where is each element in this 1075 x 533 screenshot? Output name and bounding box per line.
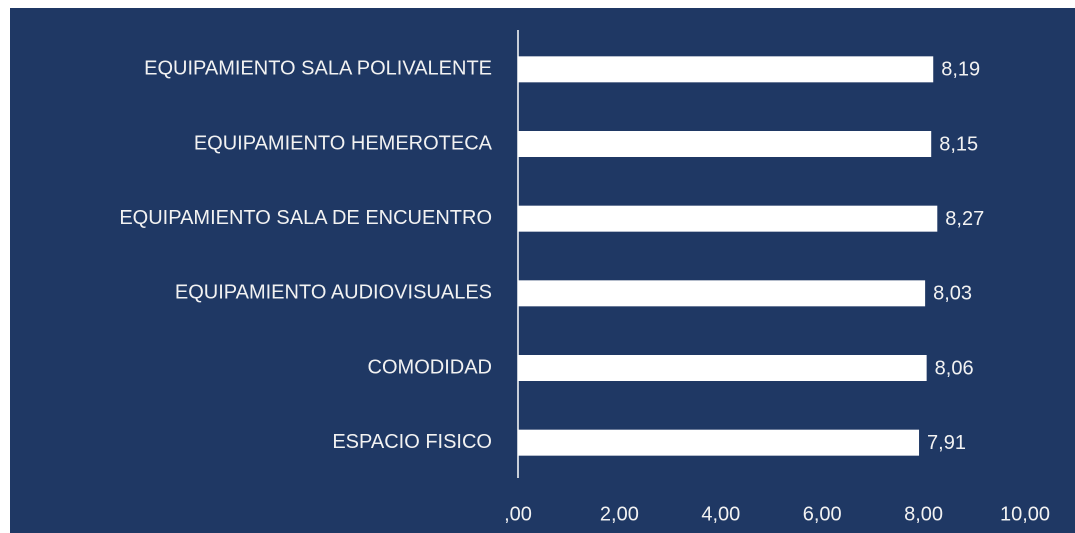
y-tick-label: EQUIPAMIENTO SALA POLIVALENTE bbox=[144, 58, 492, 80]
bar bbox=[518, 280, 926, 307]
value-label: 8,03 bbox=[933, 283, 972, 305]
y-tick-label: EQUIPAMIENTO AUDIOVISUALES bbox=[175, 282, 492, 304]
y-tick-label: COMODIDAD bbox=[368, 356, 492, 378]
value-label: 8,15 bbox=[939, 133, 978, 155]
bar bbox=[518, 56, 934, 83]
x-tick-label: 10,00 bbox=[1000, 503, 1050, 525]
y-tick-label: EQUIPAMIENTO SALA DE ENCUENTRO bbox=[119, 207, 492, 229]
bar bbox=[518, 205, 938, 232]
bar bbox=[518, 355, 927, 381]
y-tick-label: ESPACIO FISICO bbox=[332, 431, 492, 453]
value-label: 7,91 bbox=[927, 432, 966, 454]
x-tick-label: 4,00 bbox=[701, 503, 740, 525]
bar bbox=[518, 131, 932, 157]
value-label: 8,27 bbox=[945, 208, 984, 230]
x-tick-label: 2,00 bbox=[600, 503, 639, 525]
x-tick-label: 8,00 bbox=[904, 503, 943, 525]
x-tick-label: ,00 bbox=[504, 503, 532, 525]
value-label: 8,19 bbox=[941, 59, 980, 81]
y-tick-label: EQUIPAMIENTO HEMEROTECA bbox=[194, 132, 493, 154]
bar bbox=[518, 429, 920, 456]
x-tick-label: 6,00 bbox=[803, 503, 842, 525]
value-label: 8,06 bbox=[935, 357, 974, 379]
